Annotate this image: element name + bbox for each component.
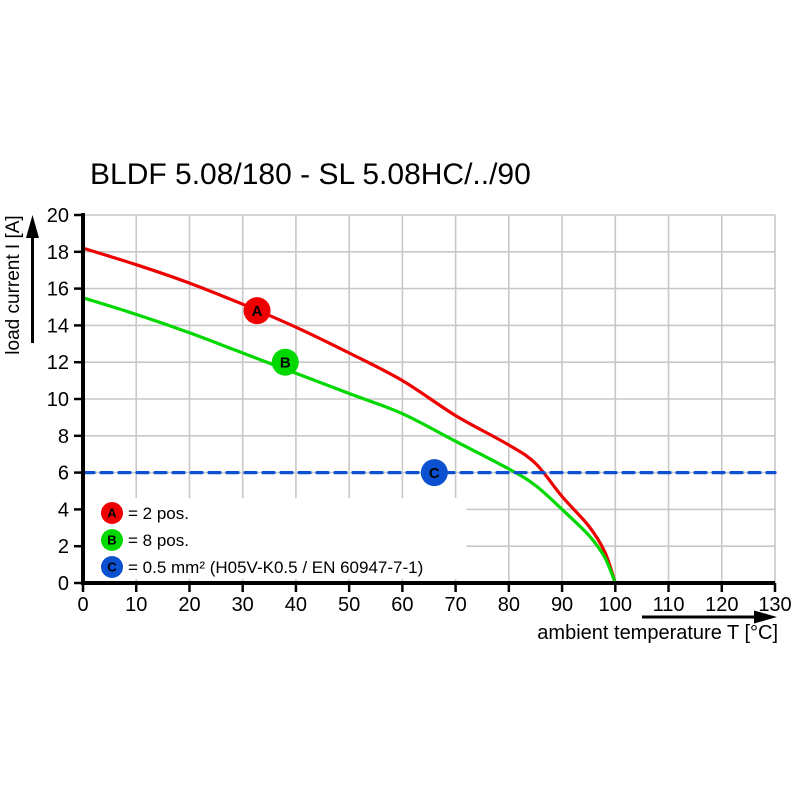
x-tick-label: 30 <box>232 594 254 616</box>
y-tick-label: 4 <box>58 499 69 521</box>
y-tick-label: 6 <box>58 463 69 485</box>
x-tick-label: 10 <box>125 594 147 616</box>
x-axis-arrow-head-icon <box>754 610 777 624</box>
y-axis-title: load current I [A] <box>3 215 24 354</box>
y-tick-label: 16 <box>47 279 69 301</box>
x-tick-label: 120 <box>705 594 738 616</box>
y-tick-label: 18 <box>47 242 69 264</box>
x-tick-label: 80 <box>498 594 520 616</box>
legend-a-label: = 2 pos. <box>128 504 189 523</box>
legend-a-letter: A <box>107 506 117 521</box>
y-tick-label: 12 <box>47 352 69 374</box>
y-tick-label: 20 <box>47 205 69 227</box>
legend: A = 2 pos. B = 8 pos. C = 0.5 mm² (H05V-K0.5 … <box>101 502 423 578</box>
legend-c-letter: C <box>107 560 117 575</box>
curve-b <box>81 296 617 585</box>
y-tick-label: 0 <box>58 573 69 595</box>
x-tick-label: 90 <box>551 594 573 616</box>
marker-c-circle <box>420 459 448 487</box>
axes: 0 10 20 30 40 50 60 70 80 90 100 110 120 130 0 2 4 6 8 10 12… <box>47 205 792 616</box>
curve-markers: A B C <box>243 297 448 487</box>
x-tick-label: 40 <box>285 594 307 616</box>
x-axis-title: ambient temperature T [°C] <box>537 622 778 644</box>
chart-title: BLDF 5.08/180 - SL 5.08HC/../90 <box>90 158 531 191</box>
x-tick-label: 100 <box>599 594 632 616</box>
legend-b-letter: B <box>107 533 116 548</box>
legend-b-icon <box>101 529 123 551</box>
x-tick-label: 50 <box>338 594 360 616</box>
x-tick-label: 70 <box>444 594 466 616</box>
curve-a <box>81 246 617 585</box>
y-tick-label: 2 <box>58 536 69 558</box>
y-tick-label: 8 <box>58 426 69 448</box>
legend-c-label: = 0.5 mm² (H05V-K0.5 / EN 60947-7-1) <box>128 558 423 577</box>
legend-a-icon <box>101 502 123 524</box>
marker-c-letter: C <box>429 465 440 482</box>
x-tick-label: 110 <box>653 594 685 616</box>
x-tick-label: 60 <box>391 594 413 616</box>
y-tick-label: 10 <box>47 389 69 411</box>
x-tick-label: 20 <box>178 594 200 616</box>
legend-b-label: = 8 pos. <box>128 531 189 550</box>
y-tick-label: 14 <box>47 315 69 337</box>
marker-b-letter: B <box>280 355 291 372</box>
x-tick-label: 0 <box>77 594 88 616</box>
marker-a-circle <box>243 297 271 325</box>
legend-box <box>84 498 467 579</box>
legend-c-icon <box>101 556 123 578</box>
x-tick-label: 130 <box>758 594 791 616</box>
y-axis-arrow-head-icon <box>26 215 39 238</box>
marker-a-letter: A <box>252 303 263 320</box>
marker-b-circle <box>271 348 299 376</box>
